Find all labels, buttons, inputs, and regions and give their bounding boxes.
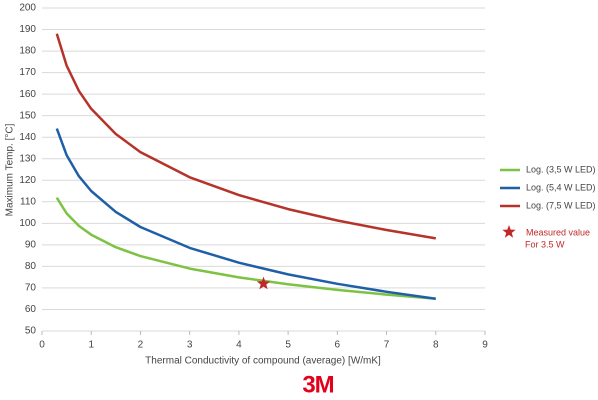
x-tick-label: 9 [482, 340, 488, 351]
y-tick-label: 130 [19, 153, 36, 164]
y-tick-label: 150 [19, 110, 36, 121]
measured-point [256, 276, 271, 290]
y-tick-label: 160 [19, 89, 36, 100]
y-tick-label: 100 [19, 218, 36, 229]
y-tick-label: 120 [19, 175, 36, 186]
x-tick-label: 4 [236, 340, 242, 351]
legend-swatch [502, 225, 516, 238]
x-tick-label: 2 [138, 340, 144, 351]
x-tick-label: 5 [285, 340, 291, 351]
x-tick-label: 7 [384, 340, 390, 351]
y-tick-label: 70 [25, 283, 37, 294]
y-tick-label: 180 [19, 46, 36, 57]
y-tick-label: 200 [19, 3, 36, 14]
x-tick-label: 1 [88, 340, 94, 351]
x-axis-label: Thermal Conductivity of compound (averag… [145, 356, 381, 367]
legend-label: Log. (5,4 W LED) [526, 182, 596, 192]
x-tick-label: 3 [187, 340, 193, 351]
y-tick-label: 50 [25, 326, 37, 337]
x-tick-label: 0 [39, 340, 45, 351]
y-tick-label: 140 [19, 132, 36, 143]
series-line [55, 128, 436, 300]
x-tick-label: 8 [433, 340, 439, 351]
y-tick-label: 60 [25, 304, 37, 315]
series-line [55, 33, 437, 240]
y-tick-label: 90 [25, 240, 37, 251]
y-tick-label: 190 [19, 24, 36, 35]
y-tick-label: 80 [25, 261, 37, 272]
legend-label: Log. (3,5 W LED) [526, 164, 596, 174]
legend-label: Log. (7,5 W LED) [526, 200, 596, 210]
y-axis-label: Maximum Temp. [°C] [5, 123, 16, 216]
legend-label: Measured value [526, 227, 590, 237]
x-tick-label: 6 [335, 340, 341, 351]
legend-label: For 3.5 W [525, 239, 565, 249]
y-tick-label: 110 [20, 196, 36, 207]
logo: 3M [302, 371, 333, 398]
series-line [55, 197, 436, 300]
y-tick-label: 170 [19, 67, 36, 78]
